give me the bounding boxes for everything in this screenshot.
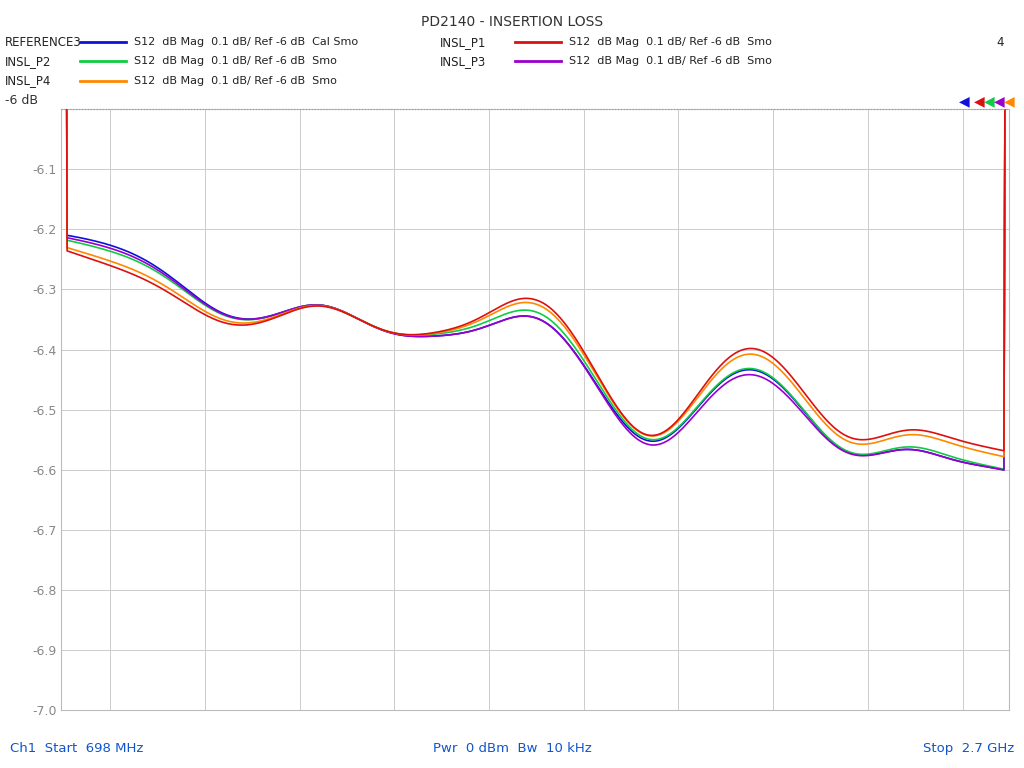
Text: S12  dB Mag  0.1 dB/ Ref -6 dB  Smo: S12 dB Mag 0.1 dB/ Ref -6 dB Smo [134,75,337,86]
Text: S12  dB Mag  0.1 dB/ Ref -6 dB  Smo: S12 dB Mag 0.1 dB/ Ref -6 dB Smo [569,37,772,48]
Text: S12  dB Mag  0.1 dB/ Ref -6 dB  Smo: S12 dB Mag 0.1 dB/ Ref -6 dB Smo [569,56,772,67]
Text: S12  dB Mag  0.1 dB/ Ref -6 dB  Cal Smo: S12 dB Mag 0.1 dB/ Ref -6 dB Cal Smo [134,37,358,48]
Text: INSL_P1: INSL_P1 [440,36,486,48]
Text: INSL_P4: INSL_P4 [5,74,51,87]
Text: 4: 4 [996,36,1004,48]
Text: -6 dB: -6 dB [5,94,38,107]
Text: S12  dB Mag  0.1 dB/ Ref -6 dB  Smo: S12 dB Mag 0.1 dB/ Ref -6 dB Smo [134,56,337,67]
Text: INSL_P2: INSL_P2 [5,55,51,68]
Text: ◀: ◀ [959,94,970,108]
Text: REFERENCE3: REFERENCE3 [5,36,82,48]
Text: PD2140 - INSERTION LOSS: PD2140 - INSERTION LOSS [421,15,603,28]
Text: INSL_P3: INSL_P3 [440,55,486,68]
Text: ◀: ◀ [984,94,994,108]
Text: ◀: ◀ [994,94,1005,108]
Text: ◀: ◀ [974,94,984,108]
Text: ◀: ◀ [1005,94,1015,108]
Text: Pwr  0 dBm  Bw  10 kHz: Pwr 0 dBm Bw 10 kHz [432,743,592,755]
Text: Ch1  Start  698 MHz: Ch1 Start 698 MHz [10,743,143,755]
Text: Stop  2.7 GHz: Stop 2.7 GHz [923,743,1014,755]
